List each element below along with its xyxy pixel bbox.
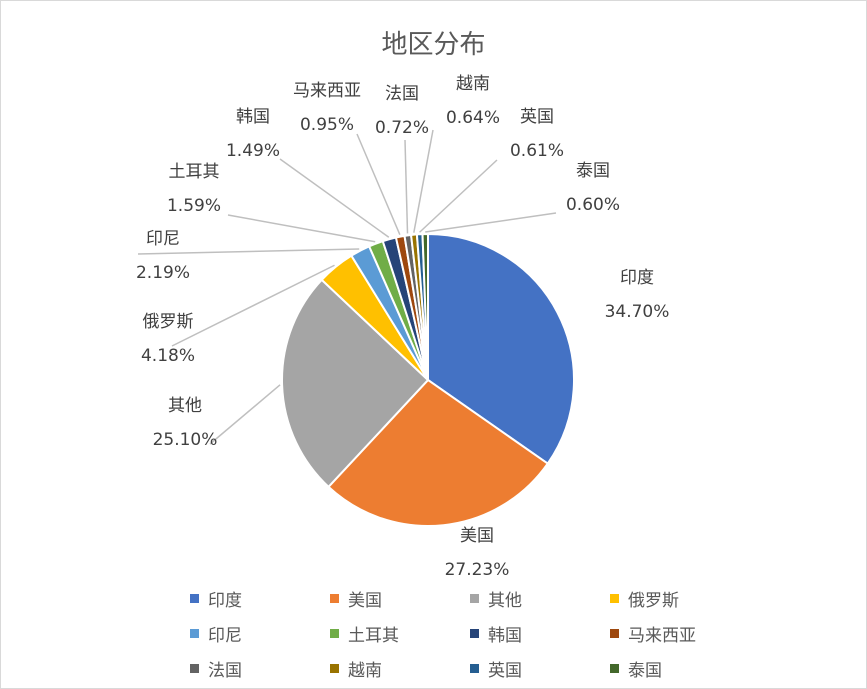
data-label-percent-0: 34.70% [605,302,670,322]
legend-item-3: 俄罗斯 [610,586,750,611]
legend-item-1: 美国 [330,586,470,611]
data-label-category-3: 俄罗斯 [143,312,194,332]
data-label-percent-4: 2.19% [136,263,190,283]
legend-item-9: 越南 [330,656,470,681]
legend-swatch [330,628,339,638]
data-label-percent-8: 0.72% [375,118,429,138]
leader-line-3 [171,264,335,347]
leader-line-5 [227,214,376,243]
legend-label: 印度 [208,590,242,611]
leader-line-10 [419,159,498,233]
legend: 印度 美国 其他 俄罗斯印尼 土耳其 韩国 马来西亚法国 越南 英国 泰国 [190,586,750,681]
data-label-percent-2: 25.10% [153,430,218,450]
data-label-category-4: 印尼 [146,229,180,249]
data-label-percent-11: 0.60% [566,195,620,215]
legend-swatch [470,663,479,673]
data-label-percent-6: 1.49% [226,141,280,161]
leader-line-6 [279,158,390,238]
legend-label: 马来西亚 [628,625,696,646]
legend-label: 土耳其 [348,625,399,646]
legend-swatch [330,593,339,603]
legend-swatch [190,628,199,638]
legend-item-11: 泰国 [610,656,750,681]
leader-line-2 [209,384,281,445]
data-label-percent-1: 27.23% [445,560,510,580]
data-label-percent-7: 0.95% [300,115,354,135]
data-label-category-1: 美国 [460,526,494,546]
legend-swatch [610,628,619,638]
legend-label: 美国 [348,590,382,611]
legend-label: 其他 [488,590,522,611]
data-label-category-8: 法国 [385,84,419,104]
legend-swatch [610,663,619,673]
legend-label: 泰国 [628,660,662,681]
data-label-percent-5: 1.59% [167,196,221,216]
leader-line-4 [137,248,360,255]
legend-swatch [330,663,339,673]
pie-slice-1 [327,378,550,527]
pie-slice-0 [427,232,575,465]
data-label-category-5: 土耳其 [169,162,220,182]
data-label-category-6: 韩国 [236,107,270,127]
legend-item-7: 马来西亚 [610,621,750,646]
legend-label: 俄罗斯 [628,590,679,611]
legend-swatch [470,628,479,638]
leader-line-7 [356,133,401,235]
data-label-category-0: 印度 [620,268,654,288]
legend-label: 英国 [488,660,522,681]
data-label-category-9: 越南 [456,74,490,94]
legend-swatch [190,593,199,603]
data-label-category-7: 马来西亚 [293,81,361,101]
legend-item-0: 印度 [190,586,330,611]
chart-title: 地区分布 [381,30,486,60]
legend-item-5: 土耳其 [330,621,470,646]
data-label-category-11: 泰国 [576,161,610,181]
leader-line-11 [425,212,557,233]
legend-item-2: 其他 [470,586,610,611]
legend-swatch [470,593,479,603]
pie-slice-2 [281,278,430,489]
leader-line-9 [413,129,434,233]
data-label-percent-3: 4.18% [141,346,195,366]
legend-label: 韩国 [488,625,522,646]
legend-swatch [190,663,199,673]
data-label-category-2: 其他 [168,396,202,416]
pie-slice-11 [421,232,429,381]
data-label-percent-9: 0.64% [446,108,500,128]
legend-item-4: 印尼 [190,621,330,646]
legend-item-10: 英国 [470,656,610,681]
data-label-percent-10: 0.61% [510,141,564,161]
legend-label: 越南 [348,660,382,681]
data-label-category-10: 英国 [520,107,554,127]
leader-line-8 [404,139,409,234]
legend-item-8: 法国 [190,656,330,681]
legend-swatch [610,593,619,603]
legend-label: 印尼 [208,625,242,646]
legend-item-6: 韩国 [470,621,610,646]
legend-label: 法国 [208,660,242,681]
